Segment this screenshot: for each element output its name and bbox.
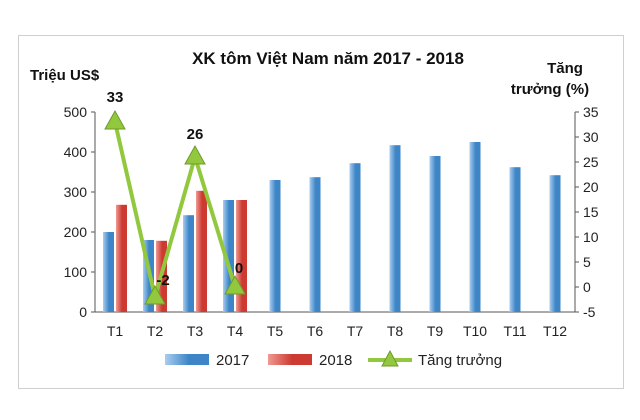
chart-title: XK tôm Việt Nam năm 2017 - 2018 bbox=[192, 49, 464, 68]
bar-2018 bbox=[196, 190, 207, 312]
left-axis-title: Triệu US$ bbox=[30, 67, 100, 84]
legend-swatch-2017 bbox=[165, 354, 209, 365]
legend: 2017 2018 Tăng trưởng bbox=[165, 349, 502, 369]
right-tick-label: 25 bbox=[583, 154, 599, 170]
bar-2017 bbox=[103, 232, 114, 312]
left-tick-label: 0 bbox=[79, 304, 87, 320]
bar-2017 bbox=[349, 163, 361, 312]
axes: 0 100 200 300 400 500 -5 0 5 10 15 20 25 30 35 T1 T2 T3 T4… bbox=[64, 104, 599, 339]
right-tick-label: 30 bbox=[583, 129, 599, 145]
right-tick-label: 35 bbox=[583, 104, 599, 120]
left-tick-label: 100 bbox=[64, 264, 88, 280]
bar-2017 bbox=[509, 167, 521, 312]
legend-label-2018: 2018 bbox=[319, 352, 352, 369]
x-tick-label: T11 bbox=[503, 323, 526, 339]
bar-2017 bbox=[469, 142, 481, 312]
right-tick-label: 20 bbox=[583, 179, 599, 195]
right-tick-label: 5 bbox=[583, 254, 591, 270]
right-tick-label: 10 bbox=[583, 229, 599, 245]
growth-marker bbox=[224, 274, 246, 295]
bar-2017 bbox=[309, 177, 321, 312]
bars bbox=[103, 142, 561, 312]
bar-2017 bbox=[389, 145, 401, 312]
left-tick-label: 200 bbox=[64, 224, 88, 240]
growth-data-label: 33 bbox=[107, 89, 124, 106]
growth-data-label: 0 bbox=[235, 260, 243, 277]
bar-2018 bbox=[236, 200, 247, 312]
legend-swatch-2018 bbox=[268, 354, 312, 365]
x-tick-label: T3 bbox=[187, 323, 204, 339]
bar-2017 bbox=[549, 175, 561, 312]
right-tick-label: 15 bbox=[583, 204, 599, 220]
growth-data-label: 26 bbox=[187, 126, 204, 143]
legend-marker-growth bbox=[381, 349, 399, 367]
growth-line-path bbox=[113, 121, 237, 298]
right-axis-title-line1: Tăng bbox=[547, 60, 583, 77]
legend-label-2017: 2017 bbox=[216, 352, 249, 369]
legend-label-growth: Tăng trưởng bbox=[418, 352, 502, 369]
x-tick-label: T7 bbox=[347, 323, 364, 339]
bar-2018 bbox=[116, 204, 127, 312]
growth-marker bbox=[184, 144, 206, 165]
left-tick-label: 500 bbox=[64, 104, 88, 120]
x-tick-label: T2 bbox=[147, 323, 164, 339]
bar-2017 bbox=[269, 180, 281, 312]
bar-2017 bbox=[223, 200, 234, 312]
growth-line: 33 -2 26 0 bbox=[104, 89, 246, 305]
growth-marker bbox=[104, 109, 126, 130]
growth-data-label: -2 bbox=[156, 272, 169, 289]
x-tick-label: T8 bbox=[387, 323, 404, 339]
left-tick-label: 400 bbox=[64, 144, 88, 160]
x-tick-label: T9 bbox=[427, 323, 444, 339]
right-tick-label: 0 bbox=[583, 279, 591, 295]
x-tick-label: T5 bbox=[267, 323, 284, 339]
x-tick-label: T6 bbox=[307, 323, 324, 339]
left-tick-label: 300 bbox=[64, 184, 88, 200]
right-axis-title-line2: trưởng (%) bbox=[511, 81, 589, 98]
bar-2017 bbox=[429, 156, 441, 312]
x-tick-label: T12 bbox=[543, 323, 567, 339]
x-tick-label: T4 bbox=[227, 323, 244, 339]
bar-2017 bbox=[183, 215, 194, 312]
growth-marker bbox=[144, 284, 166, 305]
x-tick-label: T1 bbox=[107, 323, 124, 339]
right-tick-label: -5 bbox=[583, 304, 596, 320]
x-tick-label: T10 bbox=[463, 323, 487, 339]
